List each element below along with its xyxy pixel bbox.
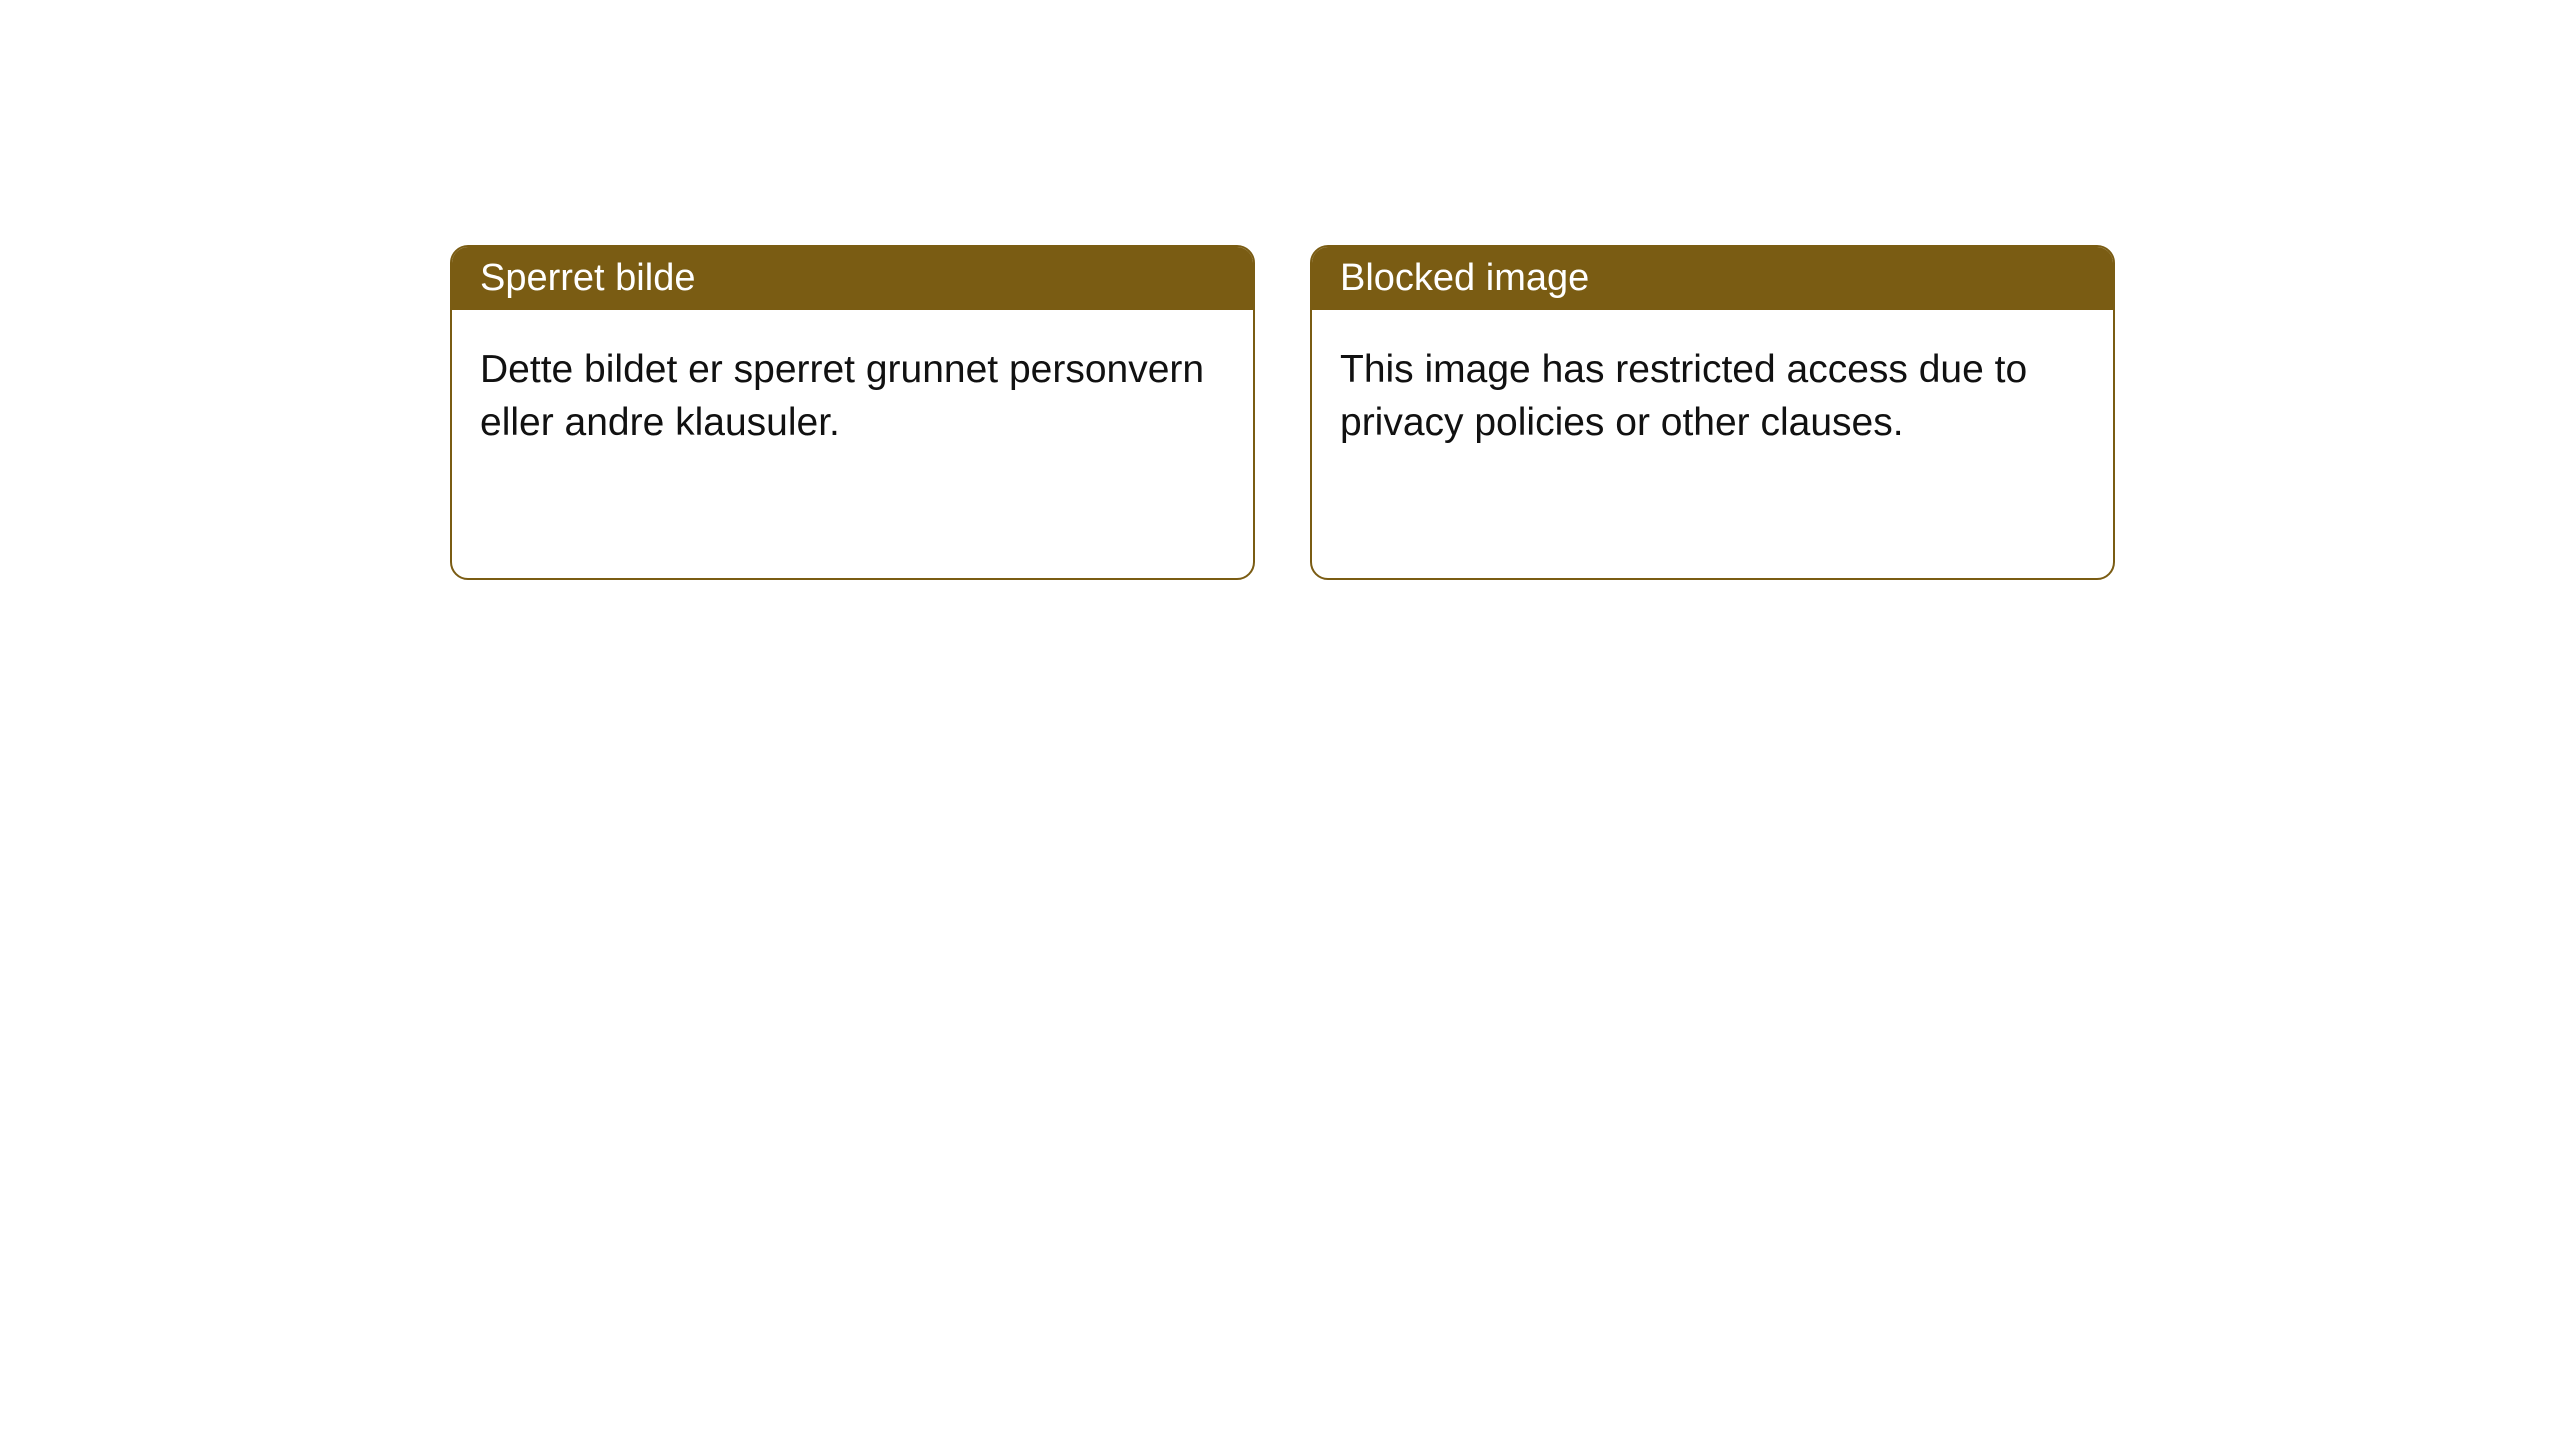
notice-card-norwegian: Sperret bilde Dette bildet er sperret gr… bbox=[450, 245, 1255, 580]
notice-title: Sperret bilde bbox=[480, 257, 695, 299]
notice-message: This image has restricted access due to … bbox=[1340, 348, 2027, 444]
notice-message: Dette bildet er sperret grunnet personve… bbox=[480, 348, 1204, 444]
notice-title: Blocked image bbox=[1340, 257, 1589, 299]
notice-container: Sperret bilde Dette bildet er sperret gr… bbox=[450, 245, 2115, 580]
notice-card-english: Blocked image This image has restricted … bbox=[1310, 245, 2115, 580]
notice-body: Dette bildet er sperret grunnet personve… bbox=[452, 310, 1253, 483]
notice-header: Blocked image bbox=[1312, 247, 2113, 310]
notice-header: Sperret bilde bbox=[452, 247, 1253, 310]
notice-body: This image has restricted access due to … bbox=[1312, 310, 2113, 483]
